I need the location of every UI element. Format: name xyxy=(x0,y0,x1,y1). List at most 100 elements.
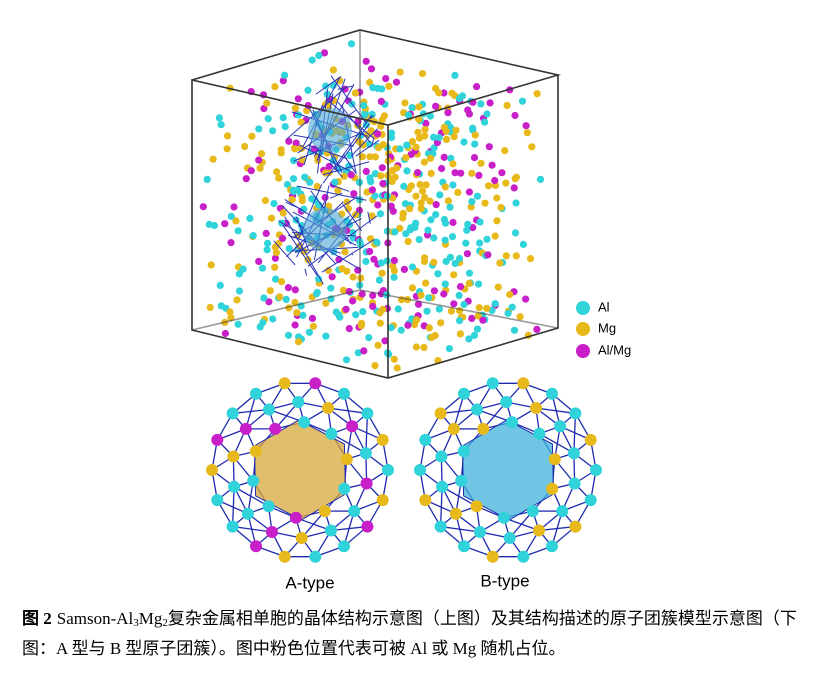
bond xyxy=(273,240,296,266)
atom xyxy=(378,269,386,277)
atom xyxy=(408,104,416,112)
bond xyxy=(535,407,576,415)
atom xyxy=(379,180,387,188)
atom xyxy=(483,304,491,312)
caption-text: 3 xyxy=(133,617,139,629)
atom xyxy=(273,168,281,176)
atom xyxy=(449,181,457,189)
atom xyxy=(457,445,470,458)
atom xyxy=(361,407,374,420)
atom xyxy=(358,290,366,298)
atom xyxy=(430,287,438,295)
bond xyxy=(337,85,354,90)
atom xyxy=(533,524,545,537)
atom xyxy=(308,56,316,64)
atom xyxy=(533,427,546,440)
atom xyxy=(360,347,368,355)
atom xyxy=(369,84,377,92)
atom xyxy=(533,90,541,98)
atom xyxy=(512,173,521,181)
bond xyxy=(304,268,308,276)
atom xyxy=(285,245,293,253)
atom xyxy=(440,290,448,298)
atom xyxy=(361,111,369,119)
atom xyxy=(428,333,436,341)
atom xyxy=(420,343,428,352)
atom xyxy=(468,169,476,177)
atom xyxy=(396,224,404,232)
atom xyxy=(454,188,462,196)
atom xyxy=(234,227,242,235)
atom xyxy=(279,114,287,122)
atom xyxy=(361,520,374,533)
atom xyxy=(369,291,377,300)
atom xyxy=(203,175,211,183)
atom xyxy=(465,269,474,277)
atom xyxy=(223,132,232,140)
atom xyxy=(309,322,317,330)
atom xyxy=(391,173,399,181)
atom xyxy=(367,127,375,135)
atom xyxy=(412,143,420,151)
atom xyxy=(441,183,449,191)
atom xyxy=(408,263,417,271)
atom xyxy=(367,65,376,73)
atom xyxy=(418,70,427,78)
atom xyxy=(281,123,289,131)
atom xyxy=(228,480,241,493)
atom xyxy=(226,520,239,533)
atom xyxy=(260,294,268,302)
atom xyxy=(556,505,569,518)
atom xyxy=(441,280,449,288)
atom xyxy=(456,330,464,338)
atom xyxy=(397,326,405,334)
caption-label: 图 2 xyxy=(22,609,52,628)
atom xyxy=(468,198,476,206)
atom xyxy=(404,321,412,329)
atom xyxy=(511,111,519,120)
atom xyxy=(450,133,458,141)
atom xyxy=(360,477,373,490)
atom xyxy=(477,159,485,167)
bond xyxy=(315,76,342,95)
atom xyxy=(407,182,415,190)
atom xyxy=(345,325,353,333)
atom xyxy=(376,494,389,507)
legend-label: Al xyxy=(598,299,610,314)
atom xyxy=(546,482,559,495)
atom xyxy=(371,153,379,161)
atom xyxy=(417,291,425,299)
atom xyxy=(512,252,520,260)
atom xyxy=(390,355,398,363)
atom xyxy=(485,182,493,190)
atom xyxy=(367,235,375,243)
atom xyxy=(546,540,558,553)
atom xyxy=(295,532,308,544)
atom xyxy=(432,84,440,92)
bond xyxy=(551,510,563,547)
atom xyxy=(282,295,290,303)
atom xyxy=(362,57,370,65)
atom xyxy=(376,319,384,327)
atom xyxy=(270,200,278,208)
atom xyxy=(279,209,287,217)
atom xyxy=(267,214,276,222)
atom xyxy=(339,286,348,294)
bond xyxy=(371,137,375,147)
atom xyxy=(279,234,287,242)
atom xyxy=(434,520,447,533)
atom xyxy=(432,211,440,219)
atom xyxy=(436,191,444,199)
atom xyxy=(342,305,350,313)
atom xyxy=(365,334,373,342)
atom xyxy=(440,215,448,224)
atom xyxy=(440,153,448,161)
atom xyxy=(508,303,516,311)
atom xyxy=(309,377,322,390)
atom xyxy=(271,254,279,262)
atom xyxy=(272,275,280,283)
atom xyxy=(370,255,378,263)
atom xyxy=(277,149,285,157)
atom xyxy=(422,279,430,287)
bond xyxy=(329,192,343,199)
